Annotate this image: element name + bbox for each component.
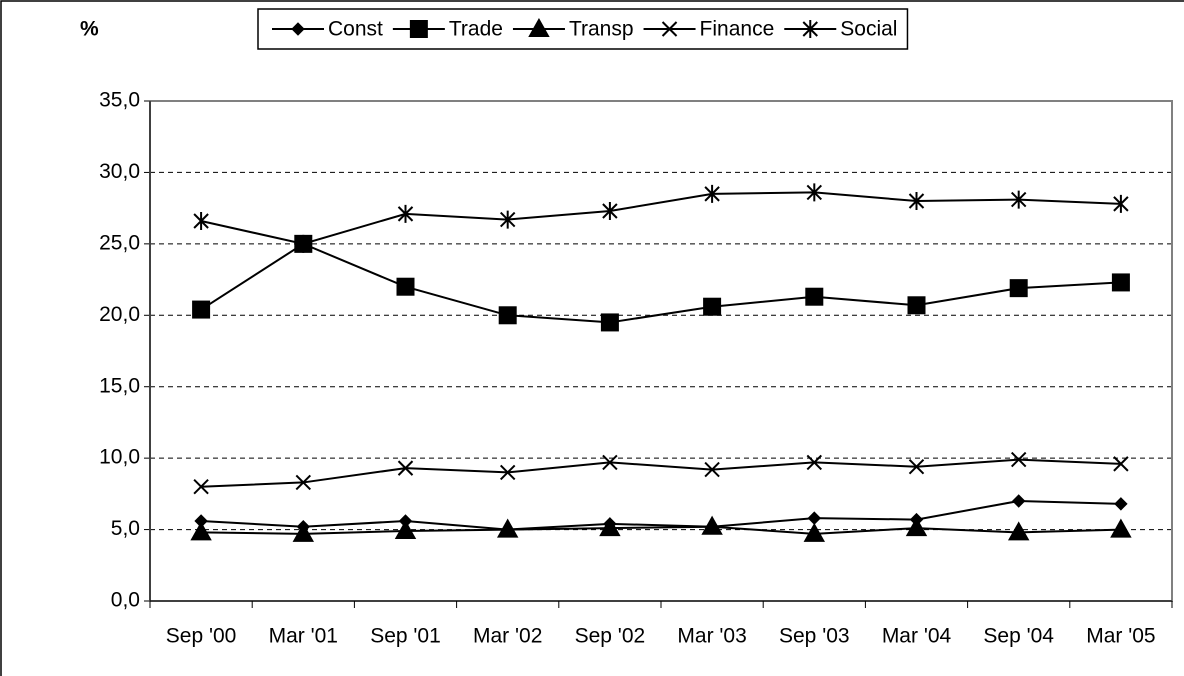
x-tick-label: Sep '00: [166, 625, 237, 648]
marker: [1113, 194, 1129, 213]
marker: [1011, 494, 1026, 508]
marker: [1111, 273, 1130, 292]
marker: [193, 479, 209, 495]
y-tick-label: 15,0: [99, 374, 140, 397]
marker: [499, 210, 516, 229]
marker: [905, 517, 928, 537]
marker: [496, 518, 519, 538]
x-tick-label: Mar '05: [1086, 625, 1155, 648]
x-tick-label: Sep '02: [575, 625, 646, 648]
marker: [1113, 456, 1129, 472]
marker: [295, 474, 312, 491]
legend-label: Social: [840, 18, 897, 41]
marker: [1009, 279, 1028, 298]
marker: [704, 461, 720, 478]
x-tick-label: Mar '02: [473, 625, 542, 648]
marker: [807, 511, 822, 525]
marker: [1010, 190, 1027, 209]
x-tick-label: Mar '04: [882, 625, 952, 648]
marker: [397, 460, 414, 476]
marker: [701, 515, 723, 535]
series-line: [201, 458, 1121, 488]
marker: [704, 184, 720, 203]
marker: [291, 22, 305, 36]
y-tick-label: 25,0: [99, 231, 140, 254]
marker: [498, 306, 517, 325]
marker: [190, 521, 212, 541]
marker: [1114, 497, 1128, 511]
marker: [661, 21, 678, 37]
marker: [908, 459, 925, 475]
y-tick-label: 10,0: [99, 446, 140, 469]
marker: [802, 20, 818, 38]
x-tick-label: Sep '03: [779, 625, 850, 648]
marker: [193, 212, 209, 230]
marker: [908, 192, 925, 210]
marker: [907, 296, 926, 315]
marker: [295, 234, 312, 253]
x-tick-label: Mar '03: [677, 625, 746, 648]
marker: [599, 517, 621, 537]
marker: [602, 202, 618, 220]
marker: [397, 204, 414, 223]
series-line: [200, 191, 1121, 245]
x-tick-label: Sep '01: [370, 625, 441, 648]
series-line: [200, 242, 1121, 324]
series-line: [201, 499, 1121, 531]
legend-label: Transp: [569, 18, 634, 41]
marker: [394, 519, 417, 539]
y-tick-label: 5,0: [111, 517, 140, 540]
legend-label: Const: [328, 18, 383, 41]
legend: Const Trade Transp Finance Social: [257, 8, 909, 50]
marker: [292, 522, 315, 542]
marker: [499, 464, 516, 481]
marker: [806, 183, 823, 202]
marker: [192, 300, 211, 319]
y-tick-label: 20,0: [99, 303, 140, 326]
marker: [805, 287, 824, 306]
legend-label: Trade: [449, 18, 503, 41]
marker: [1110, 518, 1132, 538]
y-tick-label: 35,0: [99, 89, 140, 112]
y-tick-label: 30,0: [99, 160, 140, 183]
series-line: [201, 525, 1121, 535]
marker: [703, 297, 722, 316]
marker: [1010, 451, 1027, 468]
marker: [600, 313, 619, 332]
y-tick-label: 0,0: [111, 589, 140, 612]
y-axis-label: %: [80, 18, 99, 41]
marker: [602, 454, 618, 471]
legend-label: Finance: [700, 18, 775, 41]
x-tick-label: Sep '04: [983, 625, 1054, 648]
marker: [806, 454, 823, 471]
x-tick-label: Mar '01: [269, 625, 338, 648]
marker: [1007, 521, 1030, 541]
marker: [396, 277, 415, 296]
marker: [409, 20, 428, 38]
marker: [528, 17, 550, 37]
marker: [803, 522, 826, 542]
